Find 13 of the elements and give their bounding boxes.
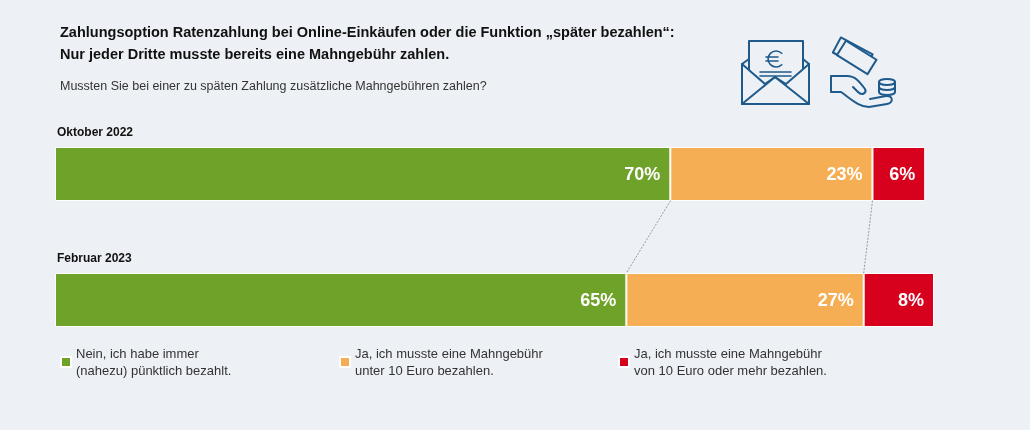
legend-label: Ja, ich musste eine Mahngebühr von 10 Euro oder mehr bezahlen.: [634, 346, 827, 378]
data-label: 23%: [826, 164, 863, 184]
chart-title: Zahlungsoption Ratenzahlung bei Online-Einkäufen oder die Funktion „später bezahlen“: Nur jeder Dritte musste bereits eine Mahngebühr zahlen.: [60, 24, 675, 62]
data-label: 70%: [624, 164, 661, 184]
data-label: 8%: [897, 290, 924, 310]
text: Mussten Sie bei einer zu späten Zahlung zusätzliche Mahngebühren zahlen?: [60, 78, 487, 93]
legend-label: Nein, ich habe immer (nahezu) pünktlich bezahlt.: [76, 346, 232, 378]
data-label: 27%: [817, 290, 854, 310]
data-label: 65%: [580, 290, 617, 310]
legend-label: Ja, ich musste eine Mahngebühr unter 10 Euro bezahlen.: [355, 346, 544, 378]
data-label: 6%: [889, 164, 916, 184]
y-tick-label: Februar 2023: [57, 251, 133, 265]
y-tick-label: Oktober 2022: [57, 125, 134, 139]
